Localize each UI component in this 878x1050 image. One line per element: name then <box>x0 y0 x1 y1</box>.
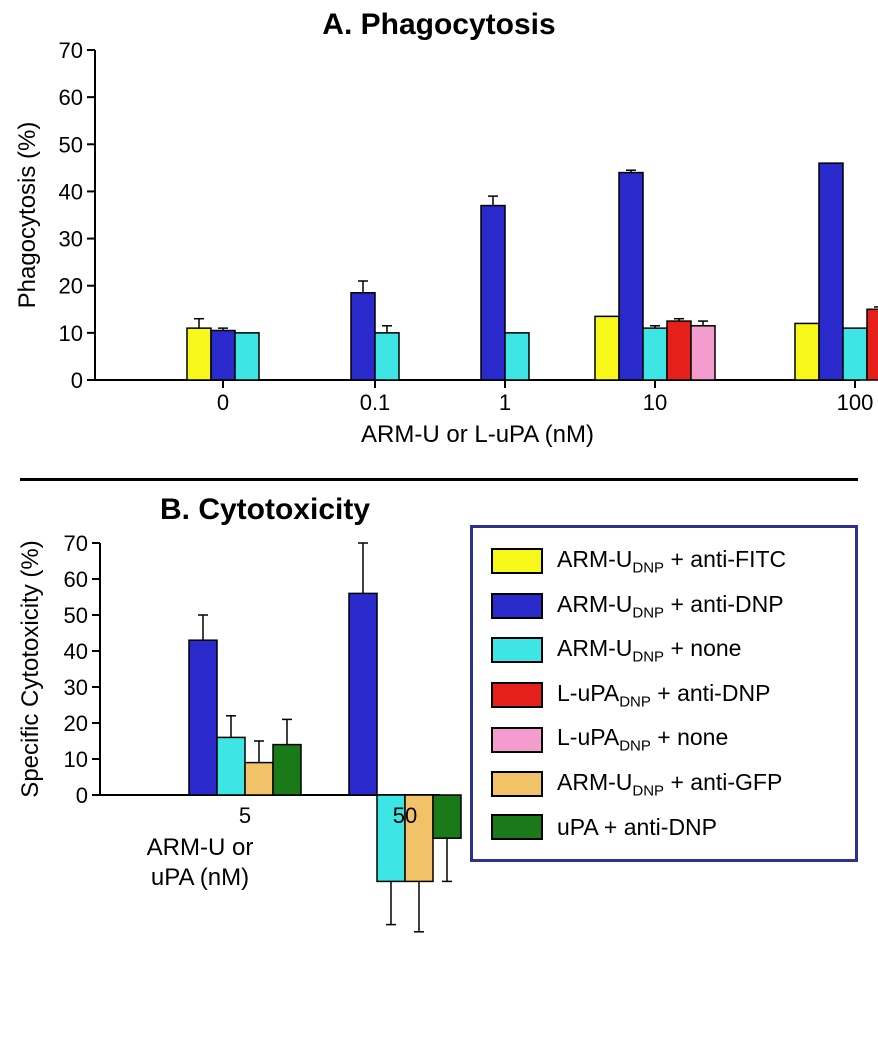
chartB-ytick-label: 0 <box>76 783 88 808</box>
legend-item: ARM-UDNP + anti-DNP <box>491 591 837 622</box>
chartA-bar <box>667 321 691 380</box>
chartA-bar <box>351 293 375 380</box>
chartA-xtick-label: 10 <box>643 390 667 415</box>
chartB-ytick-label: 60 <box>64 567 88 592</box>
legend-swatch <box>491 637 543 663</box>
chartB-xlabel-line1: ARM-U or <box>147 834 254 861</box>
legend-swatch <box>491 814 543 840</box>
chartA-xtick-label: 1 <box>499 390 511 415</box>
chartA-ytick-label: 10 <box>59 321 83 346</box>
chartB-bar <box>433 795 461 838</box>
chartA-ytick-label: 60 <box>59 85 83 110</box>
chartA-bar <box>843 328 867 380</box>
chartB-ylabel: Specific Cytotoxicity (%) <box>17 540 44 797</box>
chartA-ytick-label: 0 <box>71 368 83 393</box>
chartB-bar <box>245 763 273 795</box>
legend-label: ARM-UDNP + none <box>557 635 741 666</box>
chartA-xtick-label: 0 <box>217 390 229 415</box>
legend-item: ARM-UDNP + anti-FITC <box>491 546 837 577</box>
figure-page: A. Phagocytosis 010203040506070Phagocyto… <box>0 0 878 1050</box>
legend-swatch <box>491 771 543 797</box>
chartB-xtick-label: 5 <box>239 803 251 828</box>
chartB-plot-area: 0 10 20 30 40 50 60 70 Specific Cytotoxicity (%)… <box>17 531 461 932</box>
chartB-bar <box>349 593 377 795</box>
chartA-bar <box>481 206 505 380</box>
chartA-ytick-label: 20 <box>59 274 83 299</box>
chartB-bar <box>189 640 217 795</box>
chartB-bar <box>217 737 245 795</box>
legend-label: uPA + anti-DNP <box>557 814 717 841</box>
chartA-ytick-label: 30 <box>59 227 83 252</box>
chartB-ytick-label: 10 <box>64 747 88 772</box>
legend-label: L-uPADNP + anti-DNP <box>557 680 770 711</box>
legend-label: L-uPADNP + none <box>557 724 728 755</box>
chartB-svg: B. Cytotoxicity 0 10 20 30 40 50 60 70 Specific … <box>0 485 470 1045</box>
chartA-bar <box>375 333 399 380</box>
chartA-ytick-label: 50 <box>59 132 83 157</box>
chartA-bar <box>619 173 643 380</box>
legend-label: ARM-UDNP + anti-DNP <box>557 591 784 622</box>
legend-label: ARM-UDNP + anti-FITC <box>557 546 786 577</box>
chartA-xtick-label: 100 <box>837 390 874 415</box>
chartB-ytick-label: 30 <box>64 675 88 700</box>
chartB-xtick-label: 50 <box>393 803 417 828</box>
chartB-ytick-label: 50 <box>64 603 88 628</box>
legend-item: L-uPADNP + none <box>491 724 837 755</box>
chartA-ylabel: Phagocytosis (%) <box>14 122 41 309</box>
chartB-bar <box>273 745 301 795</box>
chartA-bar <box>795 323 819 380</box>
chartA-ytick-label: 40 <box>59 179 83 204</box>
legend-item: L-uPADNP + anti-DNP <box>491 680 837 711</box>
legend-label: ARM-UDNP + anti-GFP <box>557 769 782 800</box>
chartA-bar <box>505 333 529 380</box>
chartB-xlabel-line2: uPA (nM) <box>151 864 249 891</box>
chartB-ytick-label: 40 <box>64 639 88 664</box>
legend-swatch <box>491 593 543 619</box>
legend-item: ARM-UDNP + none <box>491 635 837 666</box>
chartA-bar <box>819 163 843 380</box>
chartB-ytick-label: 20 <box>64 711 88 736</box>
legend-swatch <box>491 548 543 574</box>
chartB-title: B. Cytotoxicity <box>160 493 370 526</box>
chartA-bar <box>211 331 235 381</box>
chartA-title: A. Phagocytosis <box>322 8 555 41</box>
chartA-bar <box>595 316 619 380</box>
chartA-xtick-label: 0.1 <box>360 390 391 415</box>
legend-box: ARM-UDNP + anti-FITC ARM-UDNP + anti-DNP A… <box>470 525 858 862</box>
chartB-ytick-label: 70 <box>64 531 88 556</box>
chartA-plot-area: 0 10 20 30 40 50 60 70 Phagocytosis (%) 0 0.1 1 10 10… <box>14 38 878 448</box>
legend-swatch <box>491 682 543 708</box>
panel-divider <box>20 478 858 481</box>
chartA-bar <box>643 328 667 380</box>
legend-item: uPA + anti-DNP <box>491 814 837 841</box>
chartA-bar <box>691 326 715 380</box>
chartA-xlabel: ARM-U or L-uPA (nM) <box>361 421 594 448</box>
legend-swatch <box>491 727 543 753</box>
chartA-svg: A. Phagocytosis 010203040506070Phagocyto… <box>0 0 878 470</box>
legend-item: ARM-UDNP + anti-GFP <box>491 769 837 800</box>
chartA-bar <box>187 328 211 380</box>
chartA-ytick-label: 70 <box>59 38 83 63</box>
chartA-bar <box>235 333 259 380</box>
chartA-bar <box>867 309 878 380</box>
